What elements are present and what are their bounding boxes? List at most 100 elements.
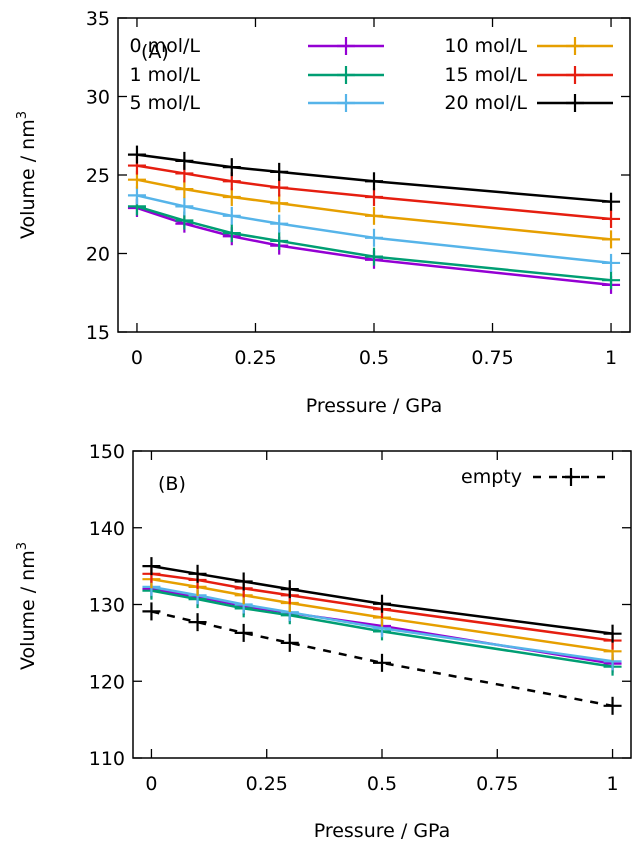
data-point <box>603 624 622 643</box>
legend: 0 mol/L 1 mol/L 5 mol/L 10 mol/L 15 mol/L 20 … <box>129 35 613 114</box>
x-tick-label: 0.75 <box>476 773 518 795</box>
legend-label: 15 mol/L <box>444 64 527 86</box>
x-tick-label: 0.5 <box>359 347 389 369</box>
series-line <box>151 585 613 663</box>
x-tick-label: 1 <box>607 773 619 795</box>
data-point <box>188 613 207 632</box>
series-5 <box>127 145 621 211</box>
y-tick-label: 30 <box>86 87 110 109</box>
series-line <box>136 164 612 221</box>
data-point <box>602 271 621 290</box>
series-4 <box>127 156 621 228</box>
data-point <box>270 162 289 181</box>
legend-entry: 20 mol/L <box>444 92 613 114</box>
legend-label: 1 mol/L <box>129 64 200 86</box>
y-tick-label: 15 <box>86 322 110 344</box>
chart-panel-b: 0 0.25 0.5 0.75 1 110 120 130 140 150 (B) empty P… <box>15 441 632 842</box>
data-point <box>270 214 289 233</box>
series-5 <box>142 557 622 643</box>
data-point <box>373 653 391 672</box>
data-point <box>127 145 146 164</box>
axis-ticks: 0 0.25 0.5 0.75 1 15 20 25 30 35 <box>86 8 630 369</box>
data-point <box>270 178 289 197</box>
series-line <box>151 589 613 668</box>
data-point <box>373 594 391 613</box>
legend-label: 0 mol/L <box>129 35 200 57</box>
x-tick-label: 0 <box>131 347 143 369</box>
y-tick-label: 130 <box>89 595 125 617</box>
series-group <box>142 557 622 715</box>
panel-label: (B) <box>158 473 186 495</box>
y-axis-label-text: Volume / nm <box>17 550 39 670</box>
data-point <box>365 247 383 266</box>
legend-label: 5 mol/L <box>129 92 200 114</box>
y-axis-label-text: Volume / nm <box>17 119 39 239</box>
legend-entry: 1 mol/L <box>129 64 384 86</box>
x-tick-label: 0.25 <box>234 347 276 369</box>
y-tick-label: 25 <box>86 165 110 187</box>
panel-label: (A) <box>141 41 169 63</box>
legend-label: empty <box>461 466 522 488</box>
series-line <box>136 205 612 282</box>
data-point <box>270 231 289 250</box>
data-point <box>280 580 299 599</box>
legend-entry: 10 mol/L <box>444 35 613 57</box>
y-tick-label: 140 <box>89 518 125 540</box>
data-point <box>175 151 194 170</box>
x-tick-label: 1 <box>605 347 617 369</box>
series-line <box>136 194 612 265</box>
y-axis-label-superscript: 3 <box>15 542 30 550</box>
data-point <box>603 696 622 715</box>
series-line <box>151 577 613 653</box>
data-point <box>602 209 621 228</box>
data-point <box>142 602 161 621</box>
data-point <box>602 253 621 272</box>
data-point <box>127 186 146 205</box>
legend-label: 20 mol/L <box>444 92 527 114</box>
data-point <box>142 557 161 576</box>
data-point <box>222 158 241 177</box>
data-point <box>175 180 194 199</box>
y-axis-label: Volume / nm3 <box>15 111 39 239</box>
y-tick-label: 20 <box>86 244 110 266</box>
data-point <box>365 172 383 191</box>
series-1 <box>127 197 621 290</box>
data-point <box>602 230 621 249</box>
data-point <box>280 633 299 652</box>
legend-label: 10 mol/L <box>444 35 527 57</box>
legend-entry: 5 mol/L <box>129 92 384 114</box>
data-point <box>234 572 253 591</box>
x-tick-label: 0.25 <box>246 773 288 795</box>
y-tick-label: 120 <box>89 671 125 693</box>
x-tick-label: 0 <box>145 773 157 795</box>
data-point <box>175 197 194 216</box>
series-line <box>151 610 613 708</box>
series-group <box>127 145 621 294</box>
legend-entry: 0 mol/L <box>129 35 384 57</box>
y-tick-label: 110 <box>89 748 125 770</box>
y-axis-label-superscript: 3 <box>15 111 30 119</box>
legend: empty <box>461 466 609 488</box>
data-point <box>602 192 621 211</box>
data-point <box>270 194 289 213</box>
legend-entry: 15 mol/L <box>444 64 613 86</box>
y-tick-label: 150 <box>89 441 125 463</box>
data-point <box>365 187 383 206</box>
series-3 <box>127 170 621 249</box>
data-point <box>234 623 253 642</box>
x-axis-label: Pressure / GPa <box>314 820 451 842</box>
y-axis-label: Volume / nm3 <box>15 542 39 670</box>
x-tick-label: 0.75 <box>471 347 513 369</box>
series-6 <box>142 602 622 715</box>
data-point <box>222 224 241 243</box>
legend-entry: empty <box>461 466 609 488</box>
data-point <box>365 206 383 225</box>
data-point <box>222 187 241 206</box>
series-line <box>136 178 612 241</box>
data-point <box>222 206 241 225</box>
x-tick-label: 0.5 <box>367 773 397 795</box>
data-point <box>188 564 207 583</box>
series-2 <box>127 186 621 272</box>
y-tick-label: 35 <box>86 8 110 30</box>
